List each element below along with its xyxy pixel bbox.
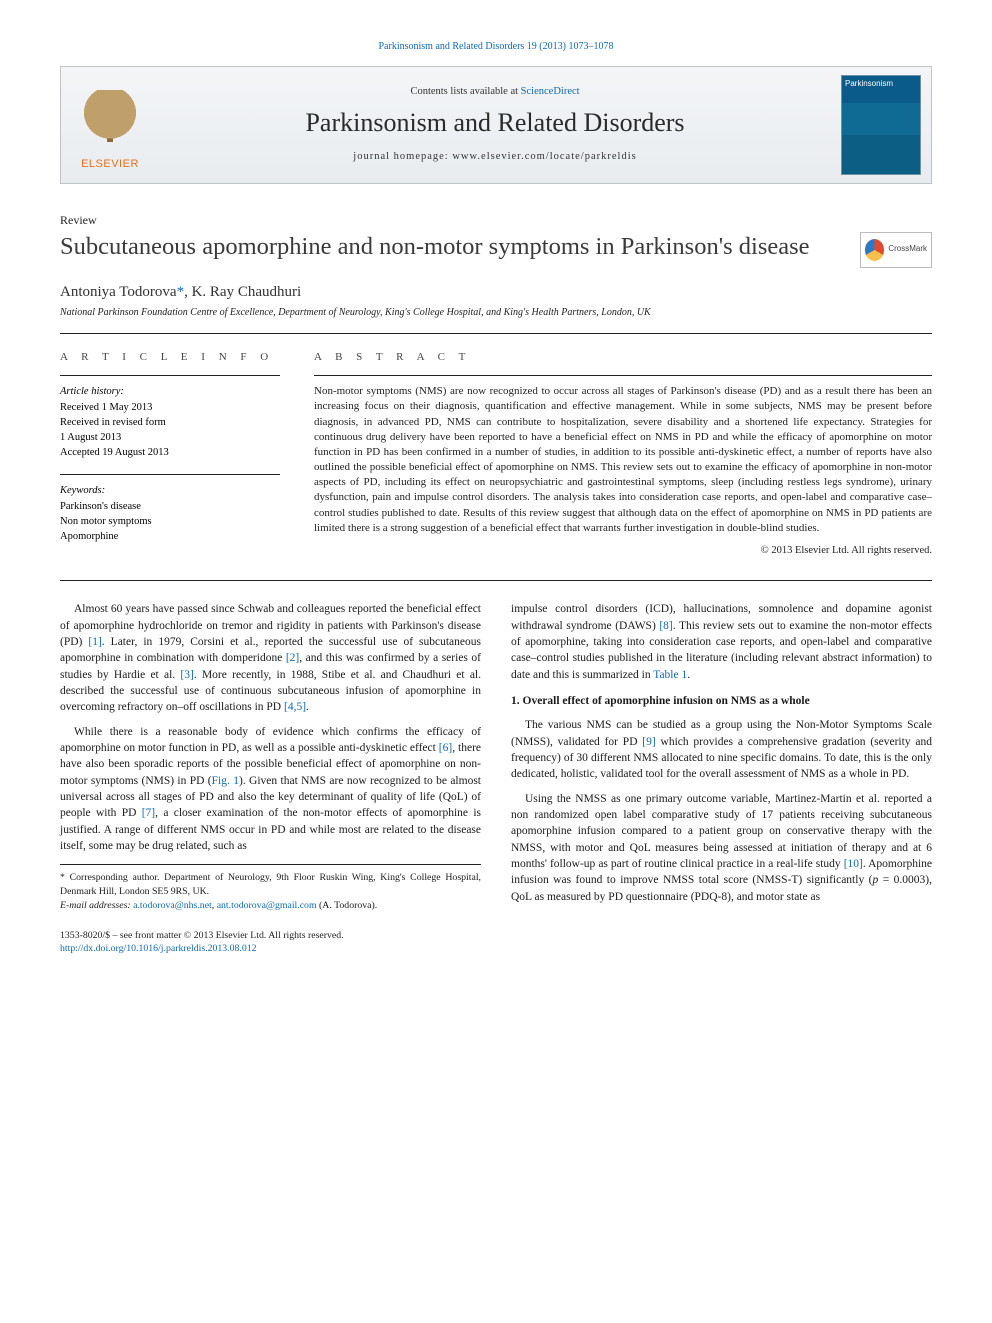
- body-p2: While there is a reasonable body of evid…: [60, 724, 481, 855]
- contents-prefix: Contents lists available at: [410, 86, 520, 97]
- divider-top: [60, 333, 932, 334]
- corresponding-star[interactable]: *: [177, 284, 185, 300]
- cite-1[interactable]: [1]: [88, 636, 101, 648]
- crossmark-label: CrossMark: [888, 244, 927, 255]
- journal-reference: Parkinsonism and Related Disorders 19 (2…: [60, 40, 932, 54]
- email-2[interactable]: ant.todorova@gmail.com: [217, 900, 317, 911]
- keyword-1: Parkinson's disease: [60, 499, 280, 514]
- history-accepted: Accepted 19 August 2013: [60, 445, 280, 460]
- journal-reference-link[interactable]: Parkinsonism and Related Disorders 19 (2…: [379, 41, 614, 52]
- info-divider-1: [60, 375, 280, 376]
- article-title: Subcutaneous apomorphine and non-motor s…: [60, 232, 848, 263]
- journal-cover-thumbnail: Parkinsonism: [841, 75, 921, 175]
- abstract-copyright: © 2013 Elsevier Ltd. All rights reserved…: [314, 544, 932, 558]
- footnotes: * Corresponding author. Department of Ne…: [60, 864, 481, 912]
- journal-masthead: ELSEVIER Contents lists available at Sci…: [60, 66, 932, 184]
- cite-10[interactable]: [10]: [844, 858, 863, 870]
- history-revised-2: 1 August 2013: [60, 430, 280, 445]
- cite-4-5[interactable]: [4,5]: [284, 701, 306, 713]
- email-line: E-mail addresses: a.todorova@nhs.net, an…: [60, 899, 481, 913]
- body-p1: Almost 60 years have passed since Schwab…: [60, 601, 481, 715]
- keywords-header: Keywords:: [60, 483, 280, 498]
- body-text: Almost 60 years have passed since Schwab…: [60, 601, 932, 912]
- info-divider-2: [60, 474, 280, 475]
- contents-lists-line: Contents lists available at ScienceDirec…: [161, 85, 829, 99]
- abstract-divider: [314, 375, 932, 376]
- article-info-label: A R T I C L E I N F O: [60, 350, 280, 365]
- history-header: Article history:: [60, 384, 280, 399]
- body-p5: Using the NMSS as one primary outcome va…: [511, 791, 932, 905]
- doi-link[interactable]: http://dx.doi.org/10.1016/j.parkreldis.2…: [60, 943, 257, 954]
- journal-homepage-line: journal homepage: www.elsevier.com/locat…: [161, 150, 829, 164]
- cite-8[interactable]: [8]: [659, 620, 672, 632]
- abstract-text: Non-motor symptoms (NMS) are now recogni…: [314, 384, 932, 536]
- crossmark-badge[interactable]: CrossMark: [860, 232, 932, 268]
- cite-9[interactable]: [9]: [642, 736, 655, 748]
- elsevier-logo: ELSEVIER: [71, 77, 149, 172]
- homepage-prefix: journal homepage:: [353, 151, 452, 162]
- cite-6[interactable]: [6]: [439, 742, 452, 754]
- keyword-3: Apomorphine: [60, 529, 280, 544]
- article-type: Review: [60, 212, 932, 228]
- page-footer: 1353-8020/$ – see front matter © 2013 El…: [60, 929, 932, 956]
- crossmark-icon: [865, 239, 884, 261]
- cite-3[interactable]: [3]: [180, 669, 193, 681]
- fig-1-ref[interactable]: Fig. 1: [212, 775, 239, 787]
- cover-title: Parkinsonism: [845, 79, 917, 90]
- section-1-heading: 1. Overall effect of apomorphine infusio…: [511, 693, 932, 709]
- author-2: K. Ray Chaudhuri: [192, 284, 302, 300]
- corresponding-author-note: * Corresponding author. Department of Ne…: [60, 871, 481, 898]
- history-received: Received 1 May 2013: [60, 400, 280, 415]
- homepage-url[interactable]: www.elsevier.com/locate/parkreldis: [452, 151, 636, 162]
- email-suffix: (A. Todorova).: [317, 900, 378, 911]
- elsevier-tree-icon: [80, 90, 140, 155]
- keywords-block: Keywords: Parkinson's disease Non motor …: [60, 483, 280, 544]
- elsevier-wordmark: ELSEVIER: [81, 157, 139, 172]
- abstract-label: A B S T R A C T: [314, 350, 932, 365]
- authors-line: Antoniya Todorova*, K. Ray Chaudhuri: [60, 282, 932, 302]
- divider-body: [60, 580, 932, 581]
- author-1: Antoniya Todorova: [60, 284, 177, 300]
- footer-line-1: 1353-8020/$ – see front matter © 2013 El…: [60, 929, 932, 943]
- email-label: E-mail addresses:: [60, 900, 133, 911]
- body-p4: The various NMS can be studied as a grou…: [511, 717, 932, 782]
- journal-name: Parkinsonism and Related Disorders: [161, 105, 829, 140]
- email-1[interactable]: a.todorova@nhs.net: [133, 900, 212, 911]
- body-p3: impulse control disorders (ICD), halluci…: [511, 601, 932, 683]
- article-history: Article history: Received 1 May 2013 Rec…: [60, 384, 280, 460]
- keyword-2: Non motor symptoms: [60, 514, 280, 529]
- history-revised-1: Received in revised form: [60, 415, 280, 430]
- sciencedirect-link[interactable]: ScienceDirect: [521, 86, 580, 97]
- cite-7[interactable]: [7]: [142, 807, 155, 819]
- cite-2[interactable]: [2]: [286, 652, 299, 664]
- table-1-ref[interactable]: Table 1: [653, 669, 687, 681]
- affiliation: National Parkinson Foundation Centre of …: [60, 306, 932, 320]
